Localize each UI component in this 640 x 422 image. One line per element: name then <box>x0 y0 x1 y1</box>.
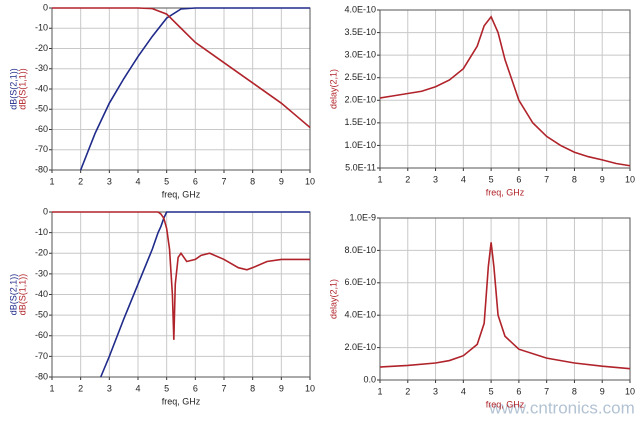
y-tick-label: -80 <box>35 164 48 174</box>
y-tick-label: -50 <box>35 104 48 114</box>
y-tick-label: 1.0E-10 <box>344 140 376 150</box>
x-tick-label: 8 <box>250 176 255 186</box>
y-tick-label: 1.0E-9 <box>349 212 376 222</box>
y-tick-label: -10 <box>35 23 48 33</box>
legend-label: dB(S(2,1)) <box>8 274 18 316</box>
x-axis-label: freq, GHz <box>486 187 525 197</box>
x-tick-label: 8 <box>250 383 255 393</box>
x-tick-label: 5 <box>489 386 494 396</box>
plot-frame <box>379 9 631 169</box>
x-axis-label: freq, GHz <box>162 189 201 199</box>
data-line <box>379 15 631 167</box>
x-tick-label: 8 <box>572 174 577 184</box>
x-tick-label: 4 <box>135 383 140 393</box>
y-tick-label: 0 <box>43 2 48 12</box>
data-line <box>99 211 310 378</box>
x-tick-label: 9 <box>600 386 605 396</box>
x-tick-label: 3 <box>107 383 112 393</box>
y-tick-label: -50 <box>35 310 48 320</box>
x-tick-label: 6 <box>516 386 521 396</box>
watermark: www.cntronics.com <box>488 398 634 417</box>
x-tick-label: 5 <box>164 176 169 186</box>
y-tick-label: -30 <box>35 63 48 73</box>
y-tick-label: 3.0E-10 <box>344 50 376 60</box>
y-tick-label: -70 <box>35 351 48 361</box>
y-tick-label: 1.5E-10 <box>344 117 376 127</box>
x-tick-label: 10 <box>305 176 315 186</box>
y-tick-label: -30 <box>35 268 48 278</box>
x-tick-label: 6 <box>193 176 198 186</box>
y-axis-label: delay(2,1) <box>328 279 338 319</box>
x-axis-label: freq, GHz <box>162 396 201 406</box>
x-tick-label: 7 <box>221 383 226 393</box>
x-tick-label: 2 <box>78 383 83 393</box>
y-tick-label: 3.5E-10 <box>344 27 376 37</box>
y-tick-label: -60 <box>35 330 48 340</box>
x-tick-label: 4 <box>135 176 140 186</box>
y-tick-label: 2.0E-10 <box>344 342 376 352</box>
x-tick-label: 10 <box>625 386 635 396</box>
y-tick-label: 0.0 <box>363 374 376 384</box>
y-tick-label: 4.0E-10 <box>344 4 376 14</box>
y-tick-label: 0 <box>43 206 48 216</box>
y-tick-label: 2.5E-10 <box>344 72 376 82</box>
legend-label: dB(S(1,1)) <box>17 274 27 316</box>
x-tick-label: 3 <box>107 176 112 186</box>
x-tick-label: 7 <box>544 386 549 396</box>
x-tick-label: 1 <box>49 383 54 393</box>
x-tick-label: 2 <box>405 386 410 396</box>
x-axis-label: freq, GHz <box>486 399 525 409</box>
x-tick-label: 5 <box>164 383 169 393</box>
y-tick-label: -10 <box>35 227 48 237</box>
x-tick-label: 2 <box>405 174 410 184</box>
y-tick-label: 6.0E-10 <box>344 277 376 287</box>
y-tick-label: -60 <box>35 124 48 134</box>
y-tick-label: 4.0E-10 <box>344 310 376 320</box>
x-tick-label: 6 <box>516 174 521 184</box>
x-tick-label: 2 <box>78 176 83 186</box>
y-tick-label: 2.0E-10 <box>344 95 376 105</box>
data-line <box>79 7 310 171</box>
x-tick-label: 9 <box>600 174 605 184</box>
x-tick-label: 1 <box>49 176 54 186</box>
plot-frame <box>379 217 631 381</box>
x-tick-label: 4 <box>461 386 466 396</box>
plot-frame <box>51 7 311 171</box>
data-line <box>379 242 631 370</box>
x-tick-label: 7 <box>221 176 226 186</box>
x-tick-label: 10 <box>305 383 315 393</box>
y-tick-label: -20 <box>35 248 48 258</box>
y-tick-label: 5.0E-11 <box>345 162 376 172</box>
x-tick-label: 10 <box>625 174 635 184</box>
x-tick-label: 4 <box>461 174 466 184</box>
x-tick-label: 8 <box>572 386 577 396</box>
x-tick-label: 6 <box>193 383 198 393</box>
x-tick-label: 7 <box>544 174 549 184</box>
legend-label: dB(S(2,1)) <box>8 68 18 110</box>
x-tick-label: 3 <box>433 174 438 184</box>
y-tick-label: -40 <box>35 289 48 299</box>
y-tick-label: -20 <box>35 43 48 53</box>
y-tick-label: -80 <box>35 371 48 381</box>
data-line <box>52 7 311 129</box>
x-tick-label: 1 <box>377 174 382 184</box>
x-tick-label: 3 <box>433 386 438 396</box>
x-tick-label: 5 <box>489 174 494 184</box>
y-axis-label: delay(2,1) <box>328 69 338 109</box>
x-tick-label: 1 <box>377 386 382 396</box>
y-tick-label: 8.0E-10 <box>344 245 376 255</box>
x-tick-label: 9 <box>279 383 284 393</box>
data-line <box>52 211 310 340</box>
x-tick-label: 9 <box>279 176 284 186</box>
y-tick-label: -70 <box>35 144 48 154</box>
y-tick-label: -40 <box>35 83 48 93</box>
legend-label: dB(S(1,1)) <box>17 68 27 110</box>
